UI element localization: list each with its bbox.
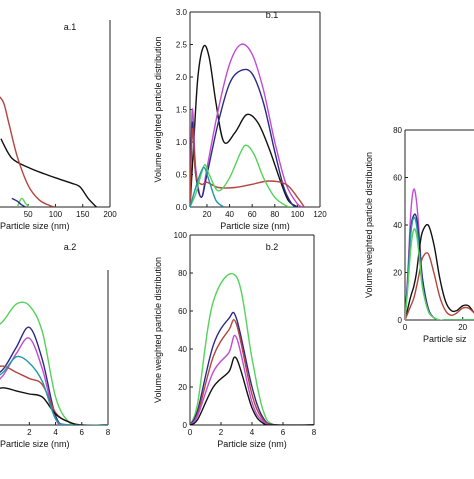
series-group [0,301,108,425]
y-tick-label: 40 [178,345,187,354]
y-axis-label: Volume weighted particle distribution [153,36,163,182]
series-line-green [405,228,474,320]
series-group [190,273,314,425]
x-tick-label: 2 [219,428,224,437]
series-line-teal [190,166,225,207]
x-tick-label: 60 [248,210,257,219]
y-tick-label: 0.5 [176,171,188,180]
y-tick-label: 0 [398,316,403,325]
chart-a1: 50 100 150 200 Particle size (nm) a.1 [0,20,117,231]
x-tick-label: 100 [291,210,305,219]
x-tick-label: 2 [27,428,32,437]
y-tick-label: 80 [393,126,402,135]
x-tick-label: 6 [80,428,85,437]
x-tick-label: 4 [53,428,58,437]
series-line-magenta [405,188,474,320]
x-tick-label: 20 [458,323,467,332]
series-group [405,188,474,320]
x-tick-label: 200 [103,210,117,219]
x-tick-label: 8 [106,428,111,437]
series-line-green [190,144,294,207]
y-tick-label: 3.0 [176,8,188,17]
y-tick-label: 0 [183,421,188,430]
series-group [190,43,305,207]
y-tick-label: 0.0 [176,203,188,212]
x-tick-label: 100 [49,210,63,219]
series-line-black [190,356,314,425]
series-line-red [405,252,474,320]
series-line-red [0,96,56,207]
panel-label: b.2 [266,242,279,252]
chart-c: 0 20 0 20 40 60 80 Particle siz Volume weighted … [364,126,474,344]
series-line-navy [11,197,26,207]
x-axis-label: Particle size (nm) [0,439,70,449]
panel-label: b.1 [266,10,279,20]
x-tick-label: 20 [203,210,212,219]
y-tick-label: 60 [393,174,402,183]
x-axis-label: Particle size (nm) [220,221,290,231]
x-tick-label: 4 [250,428,255,437]
series-line-teal [0,355,108,425]
x-tick-label: 8 [312,428,317,437]
y-tick-label: 100 [174,231,188,240]
x-axis-label: Particle size (nm) [0,221,70,231]
series-line-black [190,44,298,207]
y-tick-label: 60 [178,307,187,316]
x-tick-label: 150 [76,210,90,219]
series-line-green [0,301,108,425]
series-line-magenta [190,334,314,425]
y-tick-label: 80 [178,269,187,278]
x-axis-label: Particle size (nm) [217,439,287,449]
panel-label: a.1 [64,22,77,32]
panel-label: a.2 [64,242,77,252]
x-tick-label: 120 [313,210,327,219]
series-line-black [0,387,108,425]
series-group [0,96,97,207]
y-tick-label: 1.5 [176,106,188,115]
x-tick-label: 6 [281,428,286,437]
y-tick-label: 20 [393,269,402,278]
x-tick-label: 0 [188,428,193,437]
y-axis-label: Volume weighted particle distribution [153,257,163,403]
y-tick-label: 1.0 [176,138,188,147]
x-tick-label: 50 [24,210,33,219]
chart-a2: 2 4 6 8 Particle size (nm) a.2 [0,242,111,449]
series-line-black [405,223,474,320]
series-line-red [190,128,305,207]
y-tick-label: 20 [178,383,187,392]
y-tick-label: 2.5 [176,41,188,50]
x-tick-label: 40 [225,210,234,219]
x-tick-label: 80 [270,210,279,219]
x-tick-label: 0 [403,323,408,332]
y-tick-label: 2.0 [176,73,188,82]
y-axis-label: Volume weighted particle distribution [364,152,374,298]
series-line-black [0,138,97,207]
chart-b1: 20 40 60 80 100 120 0.0 0.5 1.0 1.5 2.0 2.5 3.0 Parti… [153,8,327,231]
y-tick-label: 40 [393,221,402,230]
x-axis-label: Particle siz [423,334,467,344]
